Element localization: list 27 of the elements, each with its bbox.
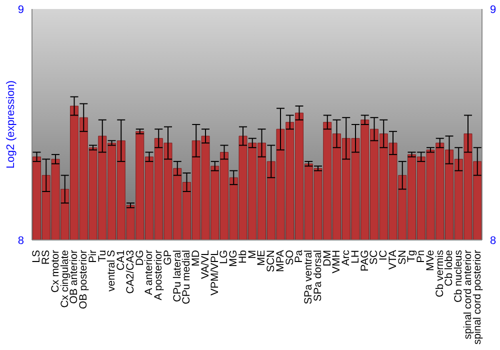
- x-tick-label: SPa dorsal: [312, 250, 324, 302]
- x-tick-label: DG: [134, 250, 146, 266]
- x-tick-label: A anterior: [143, 250, 156, 295]
- x-tick-label: M: [246, 250, 258, 259]
- x-tick-label: VMH: [330, 250, 343, 274]
- y2-tick-label: 9: [490, 4, 496, 16]
- x-tick-label: Cb lobe: [443, 250, 456, 286]
- x-tick-label: Tu: [96, 250, 108, 262]
- x-tick-label: SN: [396, 250, 408, 265]
- x-tick-label: OB anterior: [68, 250, 80, 304]
- x-tick-label: CPu medial: [180, 250, 193, 304]
- x-tick-label: SC: [368, 250, 380, 265]
- y2-tick-label: 8: [490, 234, 496, 247]
- x-tick-label: PAG: [358, 250, 371, 272]
- x-tick-label: Tg: [406, 250, 418, 262]
- x-tick-label: LG: [218, 250, 230, 264]
- x-tick-label: spinal cord posterior: [471, 249, 484, 345]
- x-tick-label: SO: [284, 250, 296, 266]
- x-tick-label: Cx cingulate: [58, 250, 71, 308]
- x-tick-label: DM: [321, 250, 334, 266]
- x-tick-label: ventral S: [106, 250, 118, 292]
- y-axis-title: Log2 (expression): [4, 80, 17, 169]
- x-tick-label: VPM/VPL: [208, 250, 221, 296]
- x-tick-label: Pa: [293, 250, 306, 263]
- x-tick-label: LS: [30, 250, 43, 263]
- x-tick-label: Hb: [236, 250, 249, 264]
- x-tick-label: ME: [256, 250, 268, 266]
